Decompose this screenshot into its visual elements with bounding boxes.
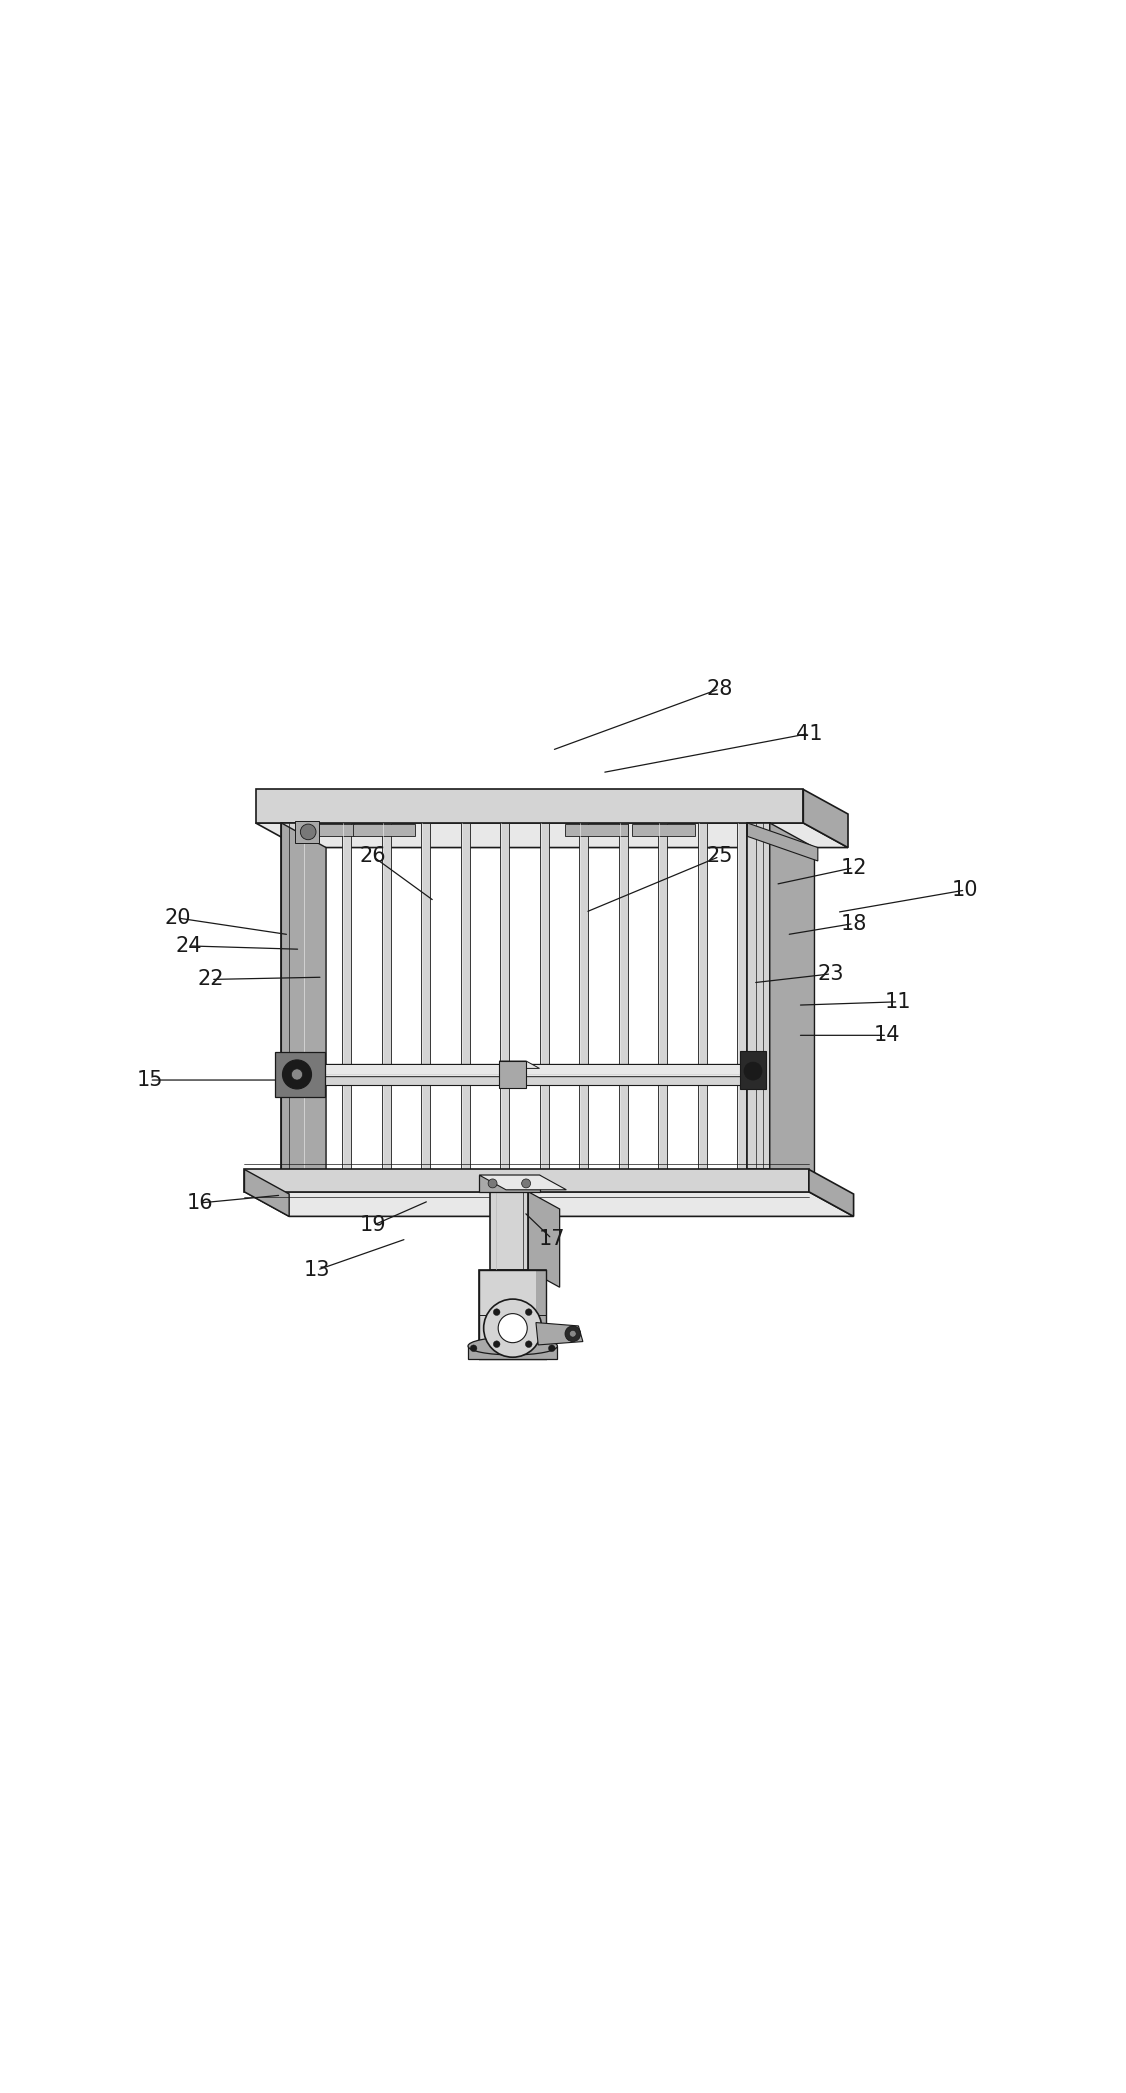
- Text: 28: 28: [706, 678, 733, 699]
- Ellipse shape: [468, 1337, 557, 1354]
- Polygon shape: [480, 1174, 566, 1189]
- Polygon shape: [244, 1191, 854, 1216]
- Polygon shape: [256, 823, 848, 848]
- Circle shape: [484, 1300, 542, 1356]
- Text: 25: 25: [706, 846, 733, 867]
- Text: 41: 41: [796, 724, 822, 743]
- Circle shape: [292, 1070, 303, 1080]
- Polygon shape: [352, 825, 415, 837]
- Text: 14: 14: [874, 1026, 901, 1044]
- Text: 26: 26: [359, 846, 386, 867]
- Polygon shape: [499, 1061, 539, 1067]
- Text: 13: 13: [304, 1260, 330, 1281]
- Polygon shape: [275, 1053, 325, 1097]
- Polygon shape: [659, 823, 668, 1170]
- Polygon shape: [565, 825, 628, 837]
- Polygon shape: [738, 823, 747, 1170]
- Text: 11: 11: [885, 992, 912, 1011]
- Circle shape: [509, 1346, 516, 1352]
- Polygon shape: [303, 823, 312, 1170]
- Circle shape: [283, 1059, 312, 1088]
- Circle shape: [570, 1331, 577, 1337]
- Polygon shape: [295, 1065, 742, 1084]
- Circle shape: [509, 1346, 516, 1352]
- Polygon shape: [295, 1065, 765, 1076]
- Polygon shape: [770, 823, 814, 1193]
- Circle shape: [526, 1342, 533, 1348]
- Polygon shape: [808, 1170, 854, 1216]
- Polygon shape: [244, 1170, 808, 1191]
- Polygon shape: [382, 823, 391, 1170]
- Text: 12: 12: [840, 858, 867, 877]
- Text: 20: 20: [164, 908, 190, 927]
- Text: 18: 18: [840, 913, 867, 933]
- Circle shape: [521, 1178, 530, 1189]
- Circle shape: [493, 1308, 500, 1316]
- Polygon shape: [536, 1270, 546, 1360]
- Polygon shape: [244, 1170, 289, 1216]
- Text: 17: 17: [538, 1229, 565, 1250]
- Polygon shape: [536, 1323, 583, 1346]
- Text: 23: 23: [817, 965, 844, 984]
- Polygon shape: [633, 825, 695, 837]
- Text: 24: 24: [176, 936, 202, 957]
- Text: 19: 19: [359, 1216, 386, 1235]
- Polygon shape: [282, 823, 306, 1170]
- Polygon shape: [539, 823, 548, 1170]
- Circle shape: [548, 1346, 555, 1352]
- Polygon shape: [480, 1270, 546, 1360]
- Polygon shape: [748, 823, 770, 1170]
- Polygon shape: [480, 1174, 539, 1191]
- Polygon shape: [499, 1061, 526, 1088]
- Circle shape: [498, 1314, 527, 1344]
- Polygon shape: [295, 820, 320, 843]
- Polygon shape: [748, 1170, 817, 1208]
- Polygon shape: [579, 823, 588, 1170]
- Circle shape: [488, 1178, 497, 1189]
- Text: 10: 10: [953, 879, 978, 900]
- Polygon shape: [619, 823, 627, 1170]
- Polygon shape: [256, 789, 803, 823]
- Polygon shape: [748, 823, 817, 860]
- Circle shape: [744, 1061, 762, 1080]
- Polygon shape: [528, 1191, 560, 1287]
- Polygon shape: [282, 823, 327, 1193]
- Polygon shape: [292, 825, 354, 837]
- Polygon shape: [490, 1191, 528, 1270]
- Polygon shape: [803, 789, 848, 848]
- Polygon shape: [500, 823, 509, 1170]
- Text: 22: 22: [198, 969, 224, 990]
- Polygon shape: [698, 823, 707, 1170]
- Circle shape: [526, 1308, 533, 1316]
- Polygon shape: [468, 1346, 557, 1360]
- Text: 16: 16: [187, 1193, 213, 1214]
- Circle shape: [565, 1327, 581, 1342]
- Polygon shape: [342, 823, 351, 1170]
- Polygon shape: [461, 823, 470, 1170]
- Polygon shape: [740, 1051, 767, 1088]
- Circle shape: [493, 1342, 500, 1348]
- Circle shape: [471, 1346, 477, 1352]
- Polygon shape: [421, 823, 430, 1170]
- Circle shape: [301, 825, 316, 839]
- Text: 15: 15: [136, 1070, 163, 1090]
